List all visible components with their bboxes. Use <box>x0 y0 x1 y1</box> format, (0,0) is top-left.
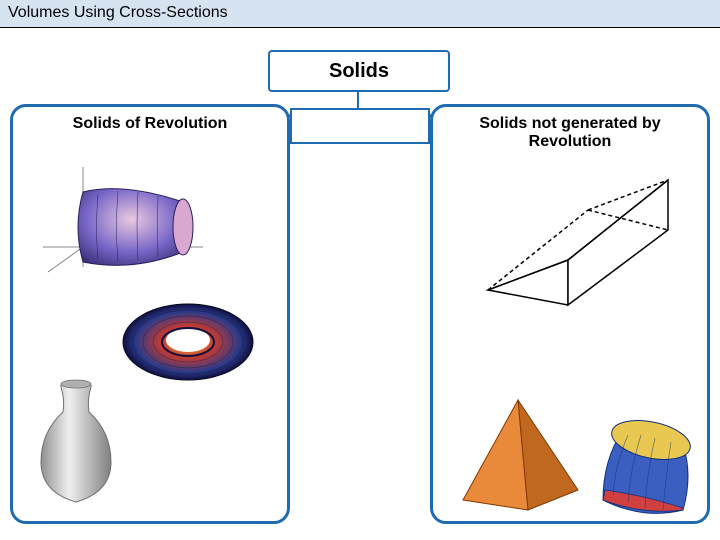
wedge-shape <box>458 155 688 315</box>
root-category-box: Solids <box>268 50 450 92</box>
paraboloid-shape <box>23 147 213 277</box>
pyramid-shape <box>448 390 588 520</box>
left-panel: Solids of Revolution <box>10 104 290 524</box>
right-panel-title: Solids not generated by Revolution <box>433 107 707 155</box>
right-panel: Solids not generated by Revolution <box>430 104 710 524</box>
header-title: Volumes Using Cross-Sections <box>8 4 228 21</box>
left-shape-area <box>13 137 287 501</box>
connector-bar <box>290 108 430 144</box>
vase-shape <box>21 372 131 512</box>
root-label: Solids <box>329 60 389 83</box>
torus-shape <box>113 292 263 392</box>
cut-cylinder-shape <box>583 400 703 520</box>
page-header: Volumes Using Cross-Sections <box>0 0 720 28</box>
left-panel-title: Solids of Revolution <box>13 107 287 137</box>
right-shape-area <box>433 155 707 519</box>
